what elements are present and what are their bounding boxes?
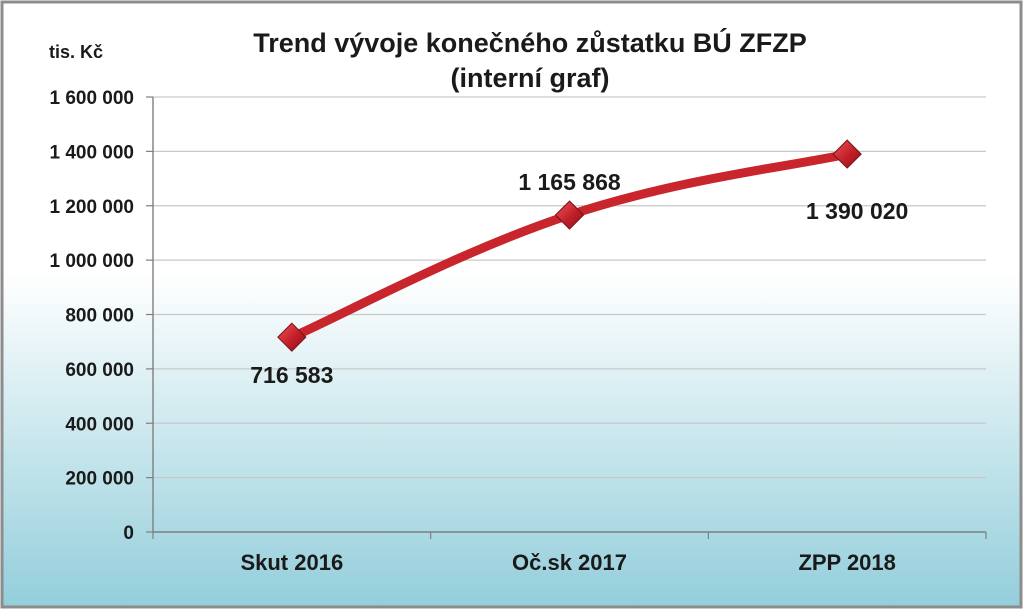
axes (146, 96, 987, 539)
data-labels: 716 583 1 165 868 1 390 020 (250, 169, 908, 388)
data-label: 1 390 020 (806, 198, 908, 224)
y-tick-label: 0 (123, 523, 134, 544)
data-point-marker (832, 139, 862, 169)
y-tick-label: 1 000 000 (49, 251, 134, 272)
y-tick-label: 400 000 (65, 414, 134, 435)
data-label: 716 583 (250, 362, 333, 388)
data-point-marker (554, 200, 585, 230)
chart-subtitle: (interní graf) (451, 63, 610, 93)
x-tick-label: Oč.sk 2017 (512, 550, 627, 575)
data-point-marker (277, 322, 307, 352)
y-tick-label: 1 200 000 (49, 197, 134, 218)
data-label: 1 165 868 (518, 169, 621, 195)
y-axis-unit-label: tis. Kč (49, 42, 103, 62)
data-markers (277, 139, 862, 352)
y-tick-label: 1 600 000 (49, 88, 134, 109)
x-tick-labels: Skut 2016 Oč.sk 2017 ZPP 2018 (240, 550, 895, 575)
y-tick-label: 1 400 000 (49, 142, 134, 163)
x-tick-label: ZPP 2018 (798, 550, 895, 575)
x-tick-label: Skut 2016 (240, 550, 343, 575)
chart-title: Trend vývoje konečného zůstatku BÚ ZFZP (253, 27, 807, 58)
y-tick-label: 200 000 (65, 469, 134, 490)
y-tick-labels: 0 200 000 400 000 600 000 800 000 1 000 000 1 … (49, 88, 134, 544)
y-tick-label: 600 000 (65, 360, 134, 381)
y-tick-label: 800 000 (65, 306, 134, 327)
